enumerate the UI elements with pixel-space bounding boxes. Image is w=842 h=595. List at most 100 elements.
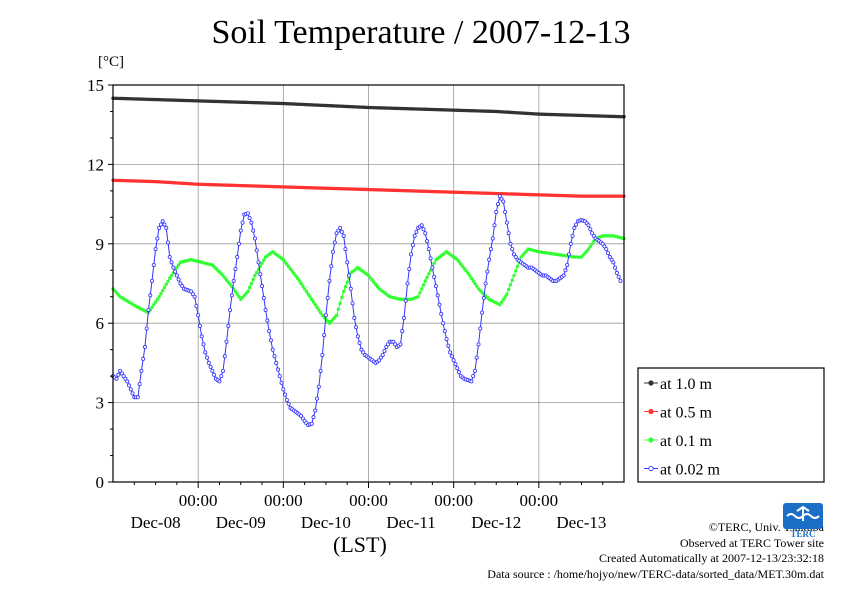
data-point (515, 264, 520, 268)
data-point (350, 301, 355, 306)
data-point (158, 222, 163, 227)
data-point (449, 354, 454, 359)
data-point (270, 347, 275, 352)
data-point (466, 271, 470, 275)
data-point (503, 295, 507, 299)
x-tick-label: 00:00 (179, 491, 218, 510)
data-point (604, 247, 609, 252)
data-point (384, 345, 389, 350)
x-axis-unit-label: (LST) (333, 532, 387, 557)
data-point (206, 360, 211, 365)
data-point (590, 242, 594, 246)
data-point (219, 374, 224, 379)
data-point (286, 401, 291, 406)
data-point (420, 287, 424, 291)
data-point (311, 300, 316, 304)
legend-entry: at 0.5 m (644, 405, 713, 422)
data-point (341, 289, 346, 294)
data-point (178, 281, 183, 286)
data-point (398, 342, 403, 347)
data-point (327, 278, 332, 283)
data-point (166, 240, 171, 245)
data-point (432, 274, 437, 279)
data-point (228, 307, 233, 312)
data-point (501, 297, 506, 302)
y-tick-label: 3 (96, 394, 105, 413)
data-point (316, 384, 321, 389)
x-day-label: Dec-08 (131, 513, 181, 532)
data-point (611, 260, 616, 265)
data-point (130, 391, 135, 396)
y-tick-label: 0 (96, 473, 105, 492)
data-point (430, 265, 435, 270)
data-point (255, 270, 259, 275)
data-point (262, 258, 266, 262)
data-point (224, 339, 229, 344)
data-point (169, 273, 174, 278)
data-point (382, 348, 387, 353)
y-tick-label: 9 (96, 235, 105, 254)
data-point (126, 383, 131, 388)
data-point (152, 302, 156, 307)
data-point (150, 305, 154, 310)
data-point (473, 281, 477, 286)
data-point (155, 297, 160, 302)
data-point (590, 231, 595, 236)
data-point (240, 220, 245, 225)
data-point (159, 291, 163, 296)
data-point (419, 223, 424, 228)
data-point (586, 247, 591, 251)
data-point (318, 368, 323, 373)
data-point (176, 277, 181, 282)
data-point (444, 337, 449, 342)
data-point (586, 223, 591, 228)
data-point (313, 408, 318, 413)
series-points (111, 96, 626, 119)
data-point (566, 252, 571, 257)
data-point (427, 272, 431, 276)
data-point (256, 260, 261, 265)
series-line (112, 194, 621, 426)
data-point (572, 225, 577, 230)
data-point (199, 334, 204, 339)
data-point (439, 311, 444, 316)
data-point (401, 315, 406, 320)
data-point (260, 261, 264, 265)
data-point (123, 376, 128, 381)
legend-label: at 0.5 m (660, 405, 713, 422)
data-point (505, 292, 509, 296)
data-point (144, 326, 149, 331)
data-point (494, 210, 499, 215)
footer-site: Observed at TERC Tower site (679, 535, 824, 550)
data-point (492, 223, 497, 228)
data-point (148, 293, 153, 298)
data-point (421, 227, 426, 232)
data-point (167, 255, 172, 260)
data-point (137, 382, 142, 387)
data-point (426, 247, 431, 252)
data-point (119, 371, 124, 376)
data-point (563, 268, 568, 273)
data-point (245, 211, 250, 216)
legend-label: at 0.02 m (660, 462, 721, 479)
data-point (267, 329, 272, 334)
data-point (283, 392, 288, 397)
data-point (221, 368, 226, 373)
data-point (359, 347, 364, 352)
data-point (469, 276, 474, 280)
data-point (475, 284, 479, 288)
data-point (339, 229, 344, 234)
data-point (405, 281, 410, 286)
data-point (343, 247, 348, 252)
data-point (251, 228, 256, 233)
data-point (171, 265, 176, 270)
y-tick-label: 6 (96, 314, 105, 333)
data-point (355, 334, 360, 339)
data-point (570, 233, 575, 238)
data-point (433, 284, 438, 289)
data-point (260, 284, 265, 289)
data-point (453, 362, 458, 367)
data-point (332, 240, 337, 245)
data-point (428, 256, 433, 261)
data-point (588, 244, 592, 249)
